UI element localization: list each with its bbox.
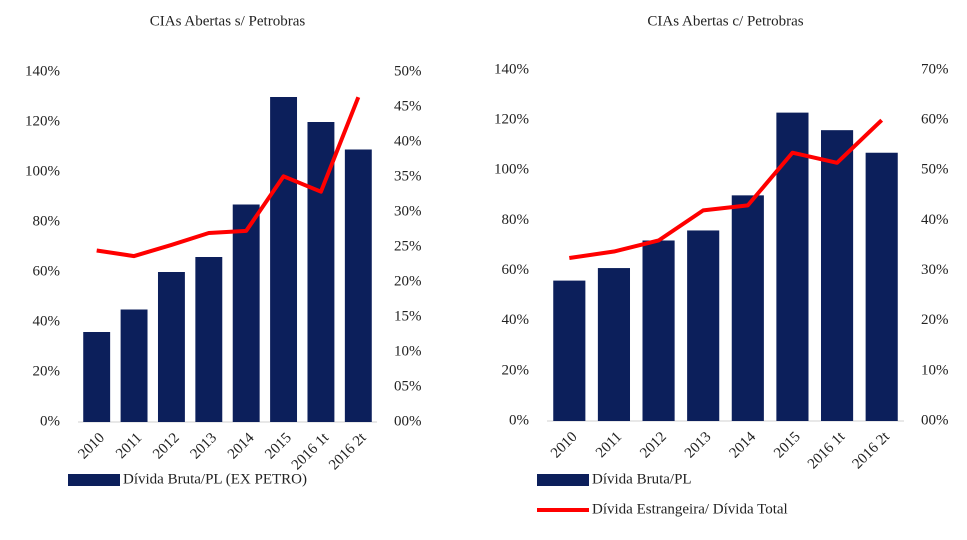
bar <box>344 149 372 422</box>
x-tick-label: 2014 <box>225 430 258 463</box>
y-tick-label: 140% <box>25 63 60 79</box>
y-tick-label: 60% <box>502 262 530 278</box>
bar <box>270 97 298 422</box>
y-tick-label: 120% <box>25 113 60 129</box>
x-tick-label: 2015 <box>262 430 295 463</box>
y-tick-label: 40% <box>502 312 530 328</box>
bar <box>120 309 148 422</box>
bar <box>731 195 764 421</box>
x-tick-label: 2016 2t <box>326 429 370 473</box>
y2-tick-label: 40% <box>394 133 422 149</box>
x-tick-label: 2013 <box>188 430 221 463</box>
y2-tick-label: 25% <box>394 238 422 254</box>
x-tick-label: 2014 <box>727 429 760 462</box>
x-tick-label: 2010 <box>548 429 581 462</box>
y2-tick-label: 50% <box>394 63 422 79</box>
x-tick-label: 2013 <box>682 429 715 462</box>
y-tick-label: 120% <box>494 112 529 128</box>
bar <box>157 272 185 422</box>
legend-swatch <box>537 474 589 486</box>
y2-tick-label: 10% <box>921 362 949 378</box>
x-tick-label: 2011 <box>593 429 625 461</box>
y2-tick-label: 30% <box>394 203 422 219</box>
y2-tick-label: 20% <box>921 312 949 328</box>
bar <box>776 112 809 421</box>
line <box>569 118 884 261</box>
bar <box>232 204 260 422</box>
y-tick-label: 20% <box>502 362 530 378</box>
y2-tick-label: 60% <box>921 112 949 128</box>
y2-tick-label: 40% <box>921 212 949 228</box>
y-tick-label: 140% <box>494 61 529 77</box>
y-tick-label: 100% <box>25 163 60 179</box>
legend-swatch <box>68 474 120 486</box>
y2-tick-label: 00% <box>394 413 422 429</box>
y-tick-label: 60% <box>33 263 61 279</box>
y-tick-label: 0% <box>509 412 529 428</box>
x-tick-label: 2016 1t <box>805 428 849 472</box>
legend-label: Dívida Estrangeira/ Dívida Total <box>592 501 788 517</box>
y-tick-label: 80% <box>502 212 530 228</box>
y2-tick-label: 30% <box>921 262 949 278</box>
y2-tick-label: 50% <box>921 162 949 178</box>
y-tick-label: 20% <box>33 363 61 379</box>
y2-tick-label: 45% <box>394 98 422 114</box>
y2-tick-label: 35% <box>394 168 422 184</box>
bar <box>820 130 854 421</box>
line <box>96 96 361 259</box>
y2-tick-label: 00% <box>921 412 949 428</box>
bar <box>597 268 631 421</box>
x-tick-label: 2011 <box>113 430 145 462</box>
y2-tick-label: 20% <box>394 273 422 289</box>
legend-label: Dívida Bruta/PL <box>592 471 692 487</box>
x-tick-label: 2012 <box>150 430 183 463</box>
bar <box>687 230 720 421</box>
bar <box>642 240 675 421</box>
chart-title: CIAs Abertas c/ Petrobras <box>647 13 803 29</box>
y2-tick-label: 05% <box>394 378 422 394</box>
y-tick-label: 80% <box>33 213 61 229</box>
x-tick-label: 2012 <box>637 429 670 462</box>
chart-title: CIAs Abertas s/ Petrobras <box>150 13 306 29</box>
x-tick-label: 2016 1t <box>289 429 333 473</box>
y2-tick-label: 10% <box>394 343 422 359</box>
y-tick-label: 100% <box>494 162 529 178</box>
bar <box>195 257 223 422</box>
bar <box>865 152 898 421</box>
x-tick-label: 2010 <box>75 430 108 463</box>
x-tick-label: 2016 2t <box>850 428 894 472</box>
y2-tick-label: 15% <box>394 308 422 324</box>
x-tick-label: 2015 <box>771 429 804 462</box>
y-tick-label: 0% <box>40 413 60 429</box>
bar <box>83 332 111 422</box>
y-tick-label: 40% <box>33 313 61 329</box>
y2-tick-label: 70% <box>921 61 949 77</box>
bar <box>553 280 586 421</box>
legend-label: Dívida Bruta/PL (EX PETRO) <box>123 471 307 487</box>
